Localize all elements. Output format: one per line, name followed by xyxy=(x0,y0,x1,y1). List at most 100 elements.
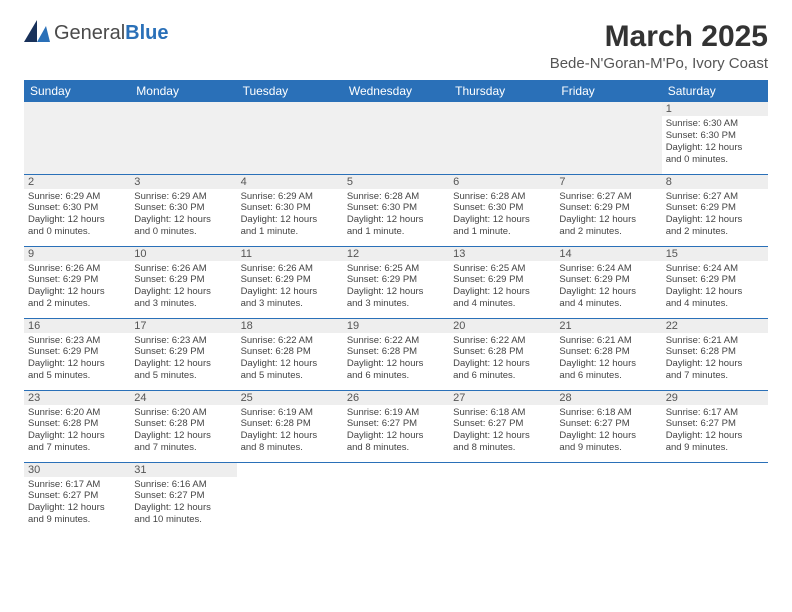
calendar-day: 3Sunrise: 6:29 AMSunset: 6:30 PMDaylight… xyxy=(130,174,236,246)
calendar-day: 8Sunrise: 6:27 AMSunset: 6:29 PMDaylight… xyxy=(662,174,768,246)
day-number: 17 xyxy=(130,319,236,333)
day-number: 13 xyxy=(449,247,555,261)
calendar-day-empty xyxy=(555,462,661,534)
calendar-day: 18 Sunrise: 6:22 AMSunset: 6:28 PMDayligh… xyxy=(237,318,343,390)
day-number: 12 xyxy=(343,247,449,261)
header: GeneralBlue March 2025 Bede-N'Goran-M'Po… xyxy=(24,20,768,72)
calendar-day-empty xyxy=(343,102,449,174)
day-info: Sunrise: 6:21 AMSunset: 6:28 PMDaylight:… xyxy=(559,335,657,383)
calendar-day-empty xyxy=(237,462,343,534)
calendar-week: 1 Sunrise: 6:30 AMSunset: 6:30 PMDaylight… xyxy=(24,102,768,174)
logo-word2: Blue xyxy=(125,22,168,44)
calendar-day-empty xyxy=(449,462,555,534)
calendar-day: 6 Sunrise: 6:28 AMSunset: 6:30 PMDaylight… xyxy=(449,174,555,246)
day-number: 27 xyxy=(449,391,555,405)
day-number: 31 xyxy=(130,463,236,477)
day-info: Sunrise: 6:25 AMSunset: 6:29 PMDaylight:… xyxy=(453,263,551,311)
day-info: Sunrise: 6:21 AMSunset: 6:28 PMDaylight:… xyxy=(666,335,764,383)
calendar-day: 4Sunrise: 6:29 AMSunset: 6:30 PMDaylight… xyxy=(237,174,343,246)
calendar-day: 14Sunrise: 6:24 AMSunset: 6:29 PMDayligh… xyxy=(555,246,661,318)
day-info: Sunrise: 6:19 AMSunset: 6:28 PMDaylight:… xyxy=(241,407,339,455)
day-info: Sunrise: 6:28 AMSunset: 6:30 PMDaylight:… xyxy=(453,191,551,239)
day-number: 22 xyxy=(662,319,768,333)
calendar-day: 2 Sunrise: 6:29 AMSunset: 6:30 PMDaylight… xyxy=(24,174,130,246)
day-number: 1 xyxy=(662,102,768,116)
day-info: Sunrise: 6:19 AMSunset: 6:27 PMDaylight:… xyxy=(347,407,445,455)
day-number: 4 xyxy=(237,175,343,189)
day-number: 30 xyxy=(24,463,130,477)
day-info: Sunrise: 6:22 AMSunset: 6:28 PMDaylight:… xyxy=(453,335,551,383)
calendar-day: 31Sunrise: 6:16 AMSunset: 6:27 PMDayligh… xyxy=(130,462,236,534)
calendar-week: 9 Sunrise: 6:26 AMSunset: 6:29 PMDaylight… xyxy=(24,246,768,318)
day-number: 29 xyxy=(662,391,768,405)
calendar-day: 20 Sunrise: 6:22 AMSunset: 6:28 PMDayligh… xyxy=(449,318,555,390)
day-info: Sunrise: 6:18 AMSunset: 6:27 PMDaylight:… xyxy=(453,407,551,455)
day-number: 25 xyxy=(237,391,343,405)
day-number: 7 xyxy=(555,175,661,189)
calendar-day: 12 Sunrise: 6:25 AMSunset: 6:29 PMDayligh… xyxy=(343,246,449,318)
weekday-header: Thursday xyxy=(449,80,555,102)
day-number: 5 xyxy=(343,175,449,189)
day-number: 21 xyxy=(555,319,661,333)
calendar-day: 21 Sunrise: 6:21 AMSunset: 6:28 PMDayligh… xyxy=(555,318,661,390)
day-info: Sunrise: 6:17 AMSunset: 6:27 PMDaylight:… xyxy=(666,407,764,455)
weekday-header-row: SundayMondayTuesdayWednesdayThursdayFrid… xyxy=(24,80,768,102)
day-number: 24 xyxy=(130,391,236,405)
day-number: 2 xyxy=(24,175,130,189)
day-number: 9 xyxy=(24,247,130,261)
weekday-header: Wednesday xyxy=(343,80,449,102)
day-info: Sunrise: 6:22 AMSunset: 6:28 PMDaylight:… xyxy=(347,335,445,383)
day-info: Sunrise: 6:23 AMSunset: 6:29 PMDaylight:… xyxy=(134,335,232,383)
day-info: Sunrise: 6:26 AMSunset: 6:29 PMDaylight:… xyxy=(28,263,126,311)
calendar-day-empty xyxy=(662,462,768,534)
page-subtitle: Bede-N'Goran-M'Po, Ivory Coast xyxy=(550,55,768,72)
calendar-day: 9 Sunrise: 6:26 AMSunset: 6:29 PMDaylight… xyxy=(24,246,130,318)
day-info: Sunrise: 6:29 AMSunset: 6:30 PMDaylight:… xyxy=(28,191,126,239)
calendar-day: 30 Sunrise: 6:17 AMSunset: 6:27 PMDayligh… xyxy=(24,462,130,534)
calendar-day: 1 Sunrise: 6:30 AMSunset: 6:30 PMDaylight… xyxy=(662,102,768,174)
logo: GeneralBlue xyxy=(24,20,169,47)
day-number: 8 xyxy=(662,175,768,189)
calendar-week: 23 Sunrise: 6:20 AMSunset: 6:28 PMDayligh… xyxy=(24,390,768,462)
calendar-day: 26Sunrise: 6:19 AMSunset: 6:27 PMDayligh… xyxy=(343,390,449,462)
calendar-day: 13 Sunrise: 6:25 AMSunset: 6:29 PMDayligh… xyxy=(449,246,555,318)
calendar-day: 7 Sunrise: 6:27 AMSunset: 6:29 PMDaylight… xyxy=(555,174,661,246)
day-number: 16 xyxy=(24,319,130,333)
weekday-header: Sunday xyxy=(24,80,130,102)
day-number: 20 xyxy=(449,319,555,333)
calendar-day: 23 Sunrise: 6:20 AMSunset: 6:28 PMDayligh… xyxy=(24,390,130,462)
day-info: Sunrise: 6:25 AMSunset: 6:29 PMDaylight:… xyxy=(347,263,445,311)
day-info: Sunrise: 6:26 AMSunset: 6:29 PMDaylight:… xyxy=(134,263,232,311)
day-number: 10 xyxy=(130,247,236,261)
calendar-week: 2 Sunrise: 6:29 AMSunset: 6:30 PMDaylight… xyxy=(24,174,768,246)
calendar-day: 25 Sunrise: 6:19 AMSunset: 6:28 PMDayligh… xyxy=(237,390,343,462)
calendar-day: 24 Sunrise: 6:20 AMSunset: 6:28 PMDayligh… xyxy=(130,390,236,462)
calendar-week: 30 Sunrise: 6:17 AMSunset: 6:27 PMDayligh… xyxy=(24,462,768,534)
day-number: 19 xyxy=(343,319,449,333)
day-info: Sunrise: 6:27 AMSunset: 6:29 PMDaylight:… xyxy=(559,191,657,239)
day-info: Sunrise: 6:30 AMSunset: 6:30 PMDaylight:… xyxy=(666,118,764,166)
day-info: Sunrise: 6:22 AMSunset: 6:28 PMDaylight:… xyxy=(241,335,339,383)
calendar-day-empty xyxy=(130,102,236,174)
day-number: 11 xyxy=(237,247,343,261)
calendar-day-empty xyxy=(449,102,555,174)
day-info: Sunrise: 6:28 AMSunset: 6:30 PMDaylight:… xyxy=(347,191,445,239)
day-number: 18 xyxy=(237,319,343,333)
calendar-day: 15Sunrise: 6:24 AMSunset: 6:29 PMDayligh… xyxy=(662,246,768,318)
day-number: 23 xyxy=(24,391,130,405)
calendar-day: 16Sunrise: 6:23 AMSunset: 6:29 PMDayligh… xyxy=(24,318,130,390)
weekday-header: Saturday xyxy=(662,80,768,102)
day-info: Sunrise: 6:24 AMSunset: 6:29 PMDaylight:… xyxy=(666,263,764,311)
day-info: Sunrise: 6:26 AMSunset: 6:29 PMDaylight:… xyxy=(241,263,339,311)
day-info: Sunrise: 6:17 AMSunset: 6:27 PMDaylight:… xyxy=(28,479,126,527)
day-info: Sunrise: 6:20 AMSunset: 6:28 PMDaylight:… xyxy=(28,407,126,455)
logo-word1: General xyxy=(54,22,125,44)
calendar-week: 16 Sunrise: 6:23 AMSunset: 6:29 PMDayligh… xyxy=(24,318,768,390)
day-number: 6 xyxy=(449,175,555,189)
day-info: Sunrise: 6:20 AMSunset: 6:28 PMDaylight:… xyxy=(134,407,232,455)
weekday-header: Monday xyxy=(130,80,236,102)
day-number: 14 xyxy=(555,247,661,261)
calendar-day: 10 Sunrise: 6:26 AMSunset: 6:29 PMDayligh… xyxy=(130,246,236,318)
calendar-day: 28Sunrise: 6:18 AMSunset: 6:27 PMDayligh… xyxy=(555,390,661,462)
calendar-day: 5 Sunrise: 6:28 AMSunset: 6:30 PMDaylight… xyxy=(343,174,449,246)
